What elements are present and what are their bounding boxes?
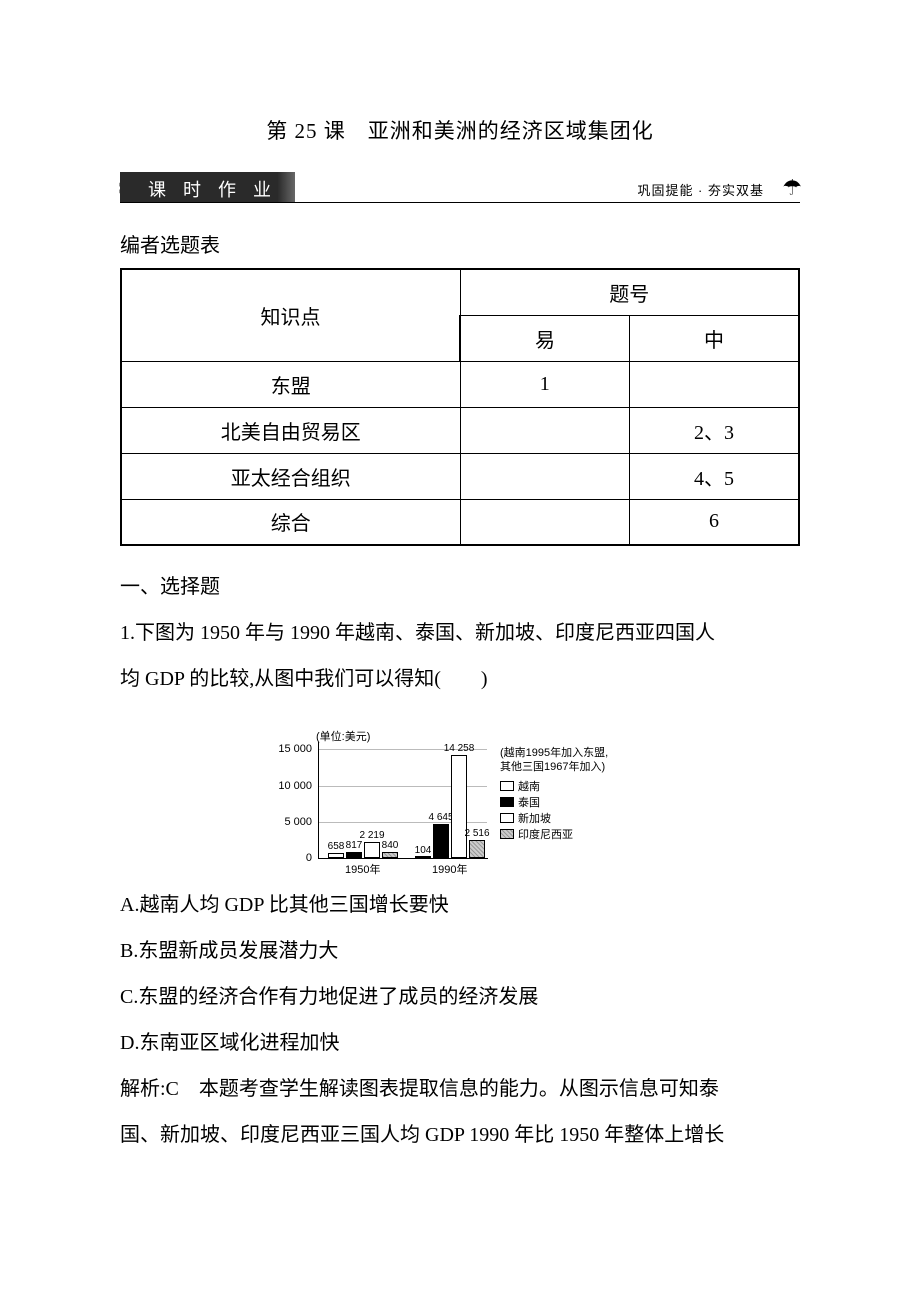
- legend-item: 越南: [500, 778, 540, 794]
- legend-item: 泰国: [500, 794, 540, 810]
- y-tick-label: 5 000: [270, 816, 312, 828]
- legend-swatch-icon: [500, 797, 514, 807]
- th-mid: 中: [630, 315, 800, 361]
- bar-value-label: 4 645: [428, 812, 453, 823]
- banner-left-label: 课 时 作 业: [120, 172, 295, 202]
- table-row: 亚太经合组织 4、5: [121, 453, 799, 499]
- option-c: C.东盟的经济合作有力地促进了成员的经济发展: [120, 974, 800, 1020]
- table-row: 综合 6: [121, 499, 799, 545]
- th-easy: 易: [460, 315, 630, 361]
- y-tick-label: 15 000: [270, 743, 312, 755]
- legend-swatch-icon: [500, 781, 514, 791]
- legend-swatch-icon: [500, 829, 514, 839]
- option-a: A.越南人均 GDP 比其他三国增长要快: [120, 882, 800, 928]
- table-row: 东盟 1: [121, 361, 799, 407]
- cell-mid: 6: [630, 499, 800, 545]
- cell-easy: [460, 407, 630, 453]
- table-caption: 编者选题表: [120, 229, 800, 258]
- legend-label: 泰国: [518, 794, 540, 810]
- cell-easy: [460, 453, 630, 499]
- cell-easy: [460, 499, 630, 545]
- legend-note: 其他三国1967年加入): [500, 760, 605, 774]
- banner-right-label: 巩固提能 · 夯实双基: [637, 180, 764, 199]
- answer-text: 解析:C 本题考查学生解读图表提取信息的能力。从图示信息可知泰: [120, 1066, 800, 1112]
- table-row: 北美自由贸易区 2、3: [121, 407, 799, 453]
- section-heading: 一、选择题: [120, 564, 800, 610]
- bar-value-label: 2 516: [464, 828, 489, 839]
- bar: [382, 852, 398, 858]
- y-tick-label: 10 000: [270, 780, 312, 792]
- chart-unit-label: (单位:美元): [316, 728, 370, 744]
- cell-easy: 1: [460, 361, 630, 407]
- bar-value-label: 840: [382, 840, 399, 851]
- cell-mid: 2、3: [630, 407, 800, 453]
- cell-topic: 综合: [121, 499, 460, 545]
- th-qnum: 题号: [460, 269, 799, 315]
- bar: [364, 842, 380, 858]
- bar-value-label: 104: [415, 845, 432, 856]
- topic-table: 知识点 题号 易 中 东盟 1 北美自由贸易区 2、3 亚太经合组织 4、5 综…: [120, 268, 800, 546]
- cell-mid: [630, 361, 800, 407]
- bar: [328, 853, 344, 858]
- legend-label: 越南: [518, 778, 540, 794]
- bar: [451, 755, 467, 858]
- bar-value-label: 658: [328, 841, 345, 852]
- option-b: B.东盟新成员发展潜力大: [120, 928, 800, 974]
- bar-value-label: 817: [346, 840, 363, 851]
- lesson-title: 第 25 课 亚洲和美洲的经济区域集团化: [120, 115, 800, 145]
- legend-label: 新加坡: [518, 810, 551, 826]
- legend-item: 印度尼西亚: [500, 826, 573, 842]
- x-category-label: 1950年: [345, 861, 380, 877]
- bar: [415, 856, 431, 858]
- x-category-label: 1990年: [432, 861, 467, 877]
- bar: [433, 824, 449, 858]
- legend-item: 新加坡: [500, 810, 551, 826]
- section-banner: 课 时 作 业 巩固提能 · 夯实双基 ☂: [120, 173, 800, 203]
- question-text: 1.下图为 1950 年与 1990 年越南、泰国、新加坡、印度尼西亚四国人: [120, 610, 800, 656]
- umbrella-icon: ☂: [782, 175, 802, 201]
- answer-text: 国、新加坡、印度尼西亚三国人均 GDP 1990 年比 1950 年整体上增长: [120, 1112, 800, 1158]
- bar-value-label: 14 258: [444, 743, 475, 754]
- bar: [469, 840, 485, 858]
- cell-mid: 4、5: [630, 453, 800, 499]
- legend-note: (越南1995年加入东盟,: [500, 746, 608, 760]
- legend-label: 印度尼西亚: [518, 826, 573, 842]
- gdp-chart: (单位:美元)05 00010 00015 0006588172 2198401…: [270, 728, 650, 878]
- cell-topic: 北美自由贸易区: [121, 407, 460, 453]
- bar: [346, 852, 362, 858]
- th-topic: 知识点: [121, 269, 460, 361]
- cell-topic: 东盟: [121, 361, 460, 407]
- cell-topic: 亚太经合组织: [121, 453, 460, 499]
- y-tick-label: 0: [270, 852, 312, 864]
- question-text: 均 GDP 的比较,从图中我们可以得知( ): [120, 656, 800, 702]
- legend-swatch-icon: [500, 813, 514, 823]
- option-d: D.东南亚区域化进程加快: [120, 1020, 800, 1066]
